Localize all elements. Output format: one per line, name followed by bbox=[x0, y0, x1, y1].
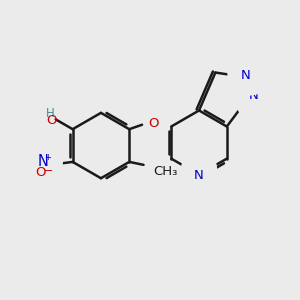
Text: CH₃: CH₃ bbox=[154, 166, 178, 178]
Text: −: − bbox=[44, 167, 53, 176]
Text: H: H bbox=[46, 107, 55, 120]
Text: O: O bbox=[148, 117, 159, 130]
Text: O: O bbox=[36, 167, 46, 179]
Text: N: N bbox=[241, 69, 250, 82]
Text: +: + bbox=[44, 153, 51, 162]
Text: N: N bbox=[249, 89, 259, 102]
Text: N: N bbox=[38, 154, 48, 169]
Text: O: O bbox=[46, 114, 56, 127]
Text: O: O bbox=[40, 146, 51, 159]
Text: N: N bbox=[194, 169, 204, 182]
